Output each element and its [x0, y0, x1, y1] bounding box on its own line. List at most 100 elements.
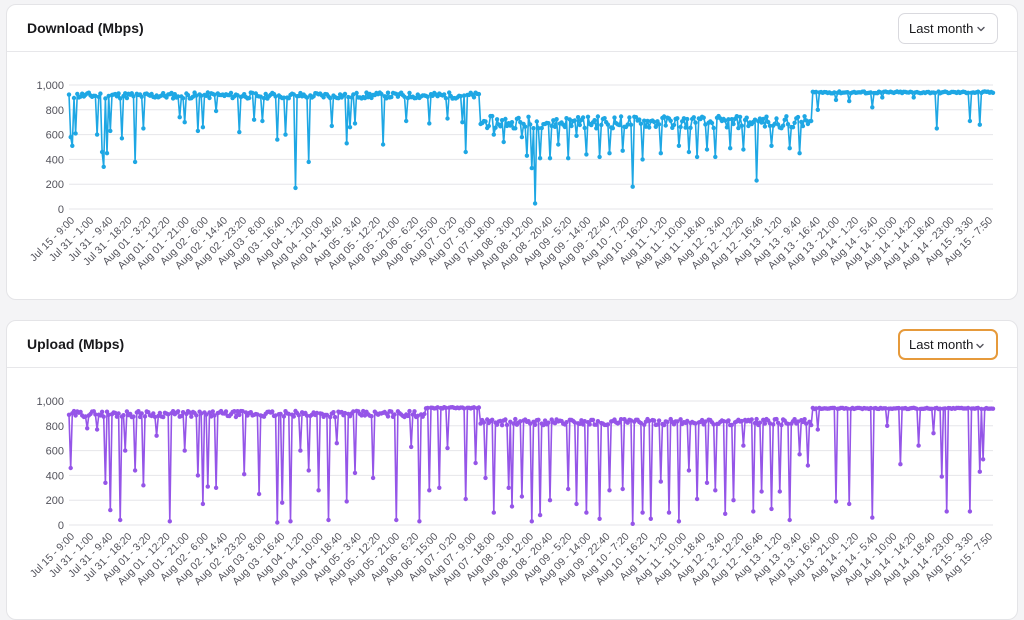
data-point: [782, 117, 787, 123]
data-point: [618, 114, 624, 119]
data-point: [461, 406, 467, 411]
data-point: [637, 117, 642, 122]
data-point: [681, 116, 687, 121]
data-point: [562, 124, 568, 130]
download-range-select[interactable]: Last month: [898, 13, 998, 44]
data-point: [119, 136, 125, 141]
data-point: [286, 96, 291, 101]
data-point: [281, 95, 287, 100]
data-point: [648, 516, 653, 521]
data-point: [575, 115, 581, 120]
data-point: [531, 126, 536, 131]
data-point: [795, 419, 801, 424]
data-point: [528, 122, 533, 127]
data-point: [179, 413, 184, 419]
data-point: [675, 116, 680, 121]
data-point: [694, 496, 700, 502]
data-point: [385, 414, 391, 419]
data-point: [685, 116, 690, 122]
data-point: [597, 516, 602, 521]
data-point: [566, 156, 571, 161]
data-point: [723, 118, 728, 123]
data-point: [483, 475, 488, 481]
data-point: [713, 488, 718, 493]
data-point: [463, 149, 468, 155]
data-point: [437, 485, 442, 490]
data-point: [180, 410, 186, 415]
data-point: [532, 201, 538, 206]
data-point: [407, 408, 412, 414]
data-point: [379, 91, 384, 97]
data-point: [605, 122, 611, 127]
data-point: [233, 414, 239, 420]
data-point: [513, 126, 518, 131]
data-point: [471, 95, 477, 100]
data-point: [883, 406, 888, 411]
data-point: [805, 463, 811, 468]
data-point: [113, 410, 118, 416]
data-point: [205, 90, 210, 95]
data-point: [630, 184, 635, 189]
data-point: [784, 114, 789, 119]
data-point: [394, 517, 399, 523]
data-point: [552, 124, 558, 129]
data-point: [761, 116, 766, 122]
data-point: [595, 419, 601, 424]
data-point: [182, 120, 187, 125]
data-point: [594, 422, 599, 427]
data-point: [132, 468, 138, 473]
y-tick-label: 400: [46, 470, 64, 482]
data-point: [494, 422, 500, 427]
data-point: [678, 124, 683, 130]
data-point: [490, 113, 495, 119]
data-point: [666, 510, 672, 515]
data-point: [847, 98, 852, 104]
data-point: [273, 94, 278, 99]
data-point: [647, 125, 652, 130]
data-point: [154, 433, 159, 438]
data-point: [668, 118, 673, 124]
data-point: [721, 419, 726, 424]
data-point: [151, 411, 156, 416]
data-point: [911, 95, 916, 100]
data-point: [582, 125, 587, 131]
data-point: [501, 139, 506, 145]
data-point: [569, 123, 574, 129]
data-point: [118, 517, 123, 523]
data-point: [542, 418, 548, 423]
data-point: [713, 154, 718, 160]
data-point: [628, 418, 634, 423]
data-point: [116, 411, 121, 416]
data-point: [324, 412, 330, 418]
data-point: [585, 114, 591, 119]
data-point: [797, 151, 802, 156]
data-point: [314, 410, 320, 416]
data-point: [845, 90, 850, 95]
data-point: [261, 96, 267, 101]
data-point: [385, 90, 391, 95]
data-point: [172, 92, 177, 97]
upload-range-select[interactable]: Last month: [898, 329, 998, 360]
data-point: [342, 410, 348, 416]
data-point: [177, 115, 182, 120]
data-point: [579, 418, 584, 423]
data-point: [723, 511, 728, 516]
data-point: [445, 116, 450, 121]
data-point: [404, 118, 409, 124]
data-point: [152, 414, 158, 420]
data-point: [94, 132, 100, 137]
data-point: [342, 91, 348, 97]
data-point: [802, 114, 807, 119]
data-point: [633, 115, 639, 120]
data-point: [504, 422, 510, 428]
data-point: [195, 473, 201, 478]
data-point: [656, 418, 662, 423]
data-point: [564, 420, 569, 425]
data-point: [752, 420, 758, 426]
data-point: [966, 90, 971, 95]
data-point: [200, 501, 206, 507]
data-point: [744, 115, 749, 120]
data-point: [523, 124, 528, 129]
data-point: [602, 116, 607, 121]
